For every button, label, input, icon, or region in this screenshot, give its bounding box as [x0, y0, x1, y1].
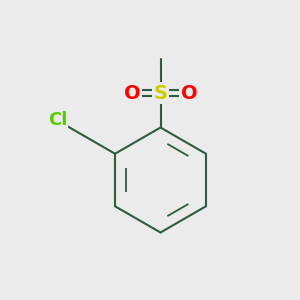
Text: S: S: [154, 83, 167, 103]
Text: O: O: [181, 83, 197, 103]
Text: Cl: Cl: [48, 111, 67, 129]
Text: O: O: [124, 83, 140, 103]
